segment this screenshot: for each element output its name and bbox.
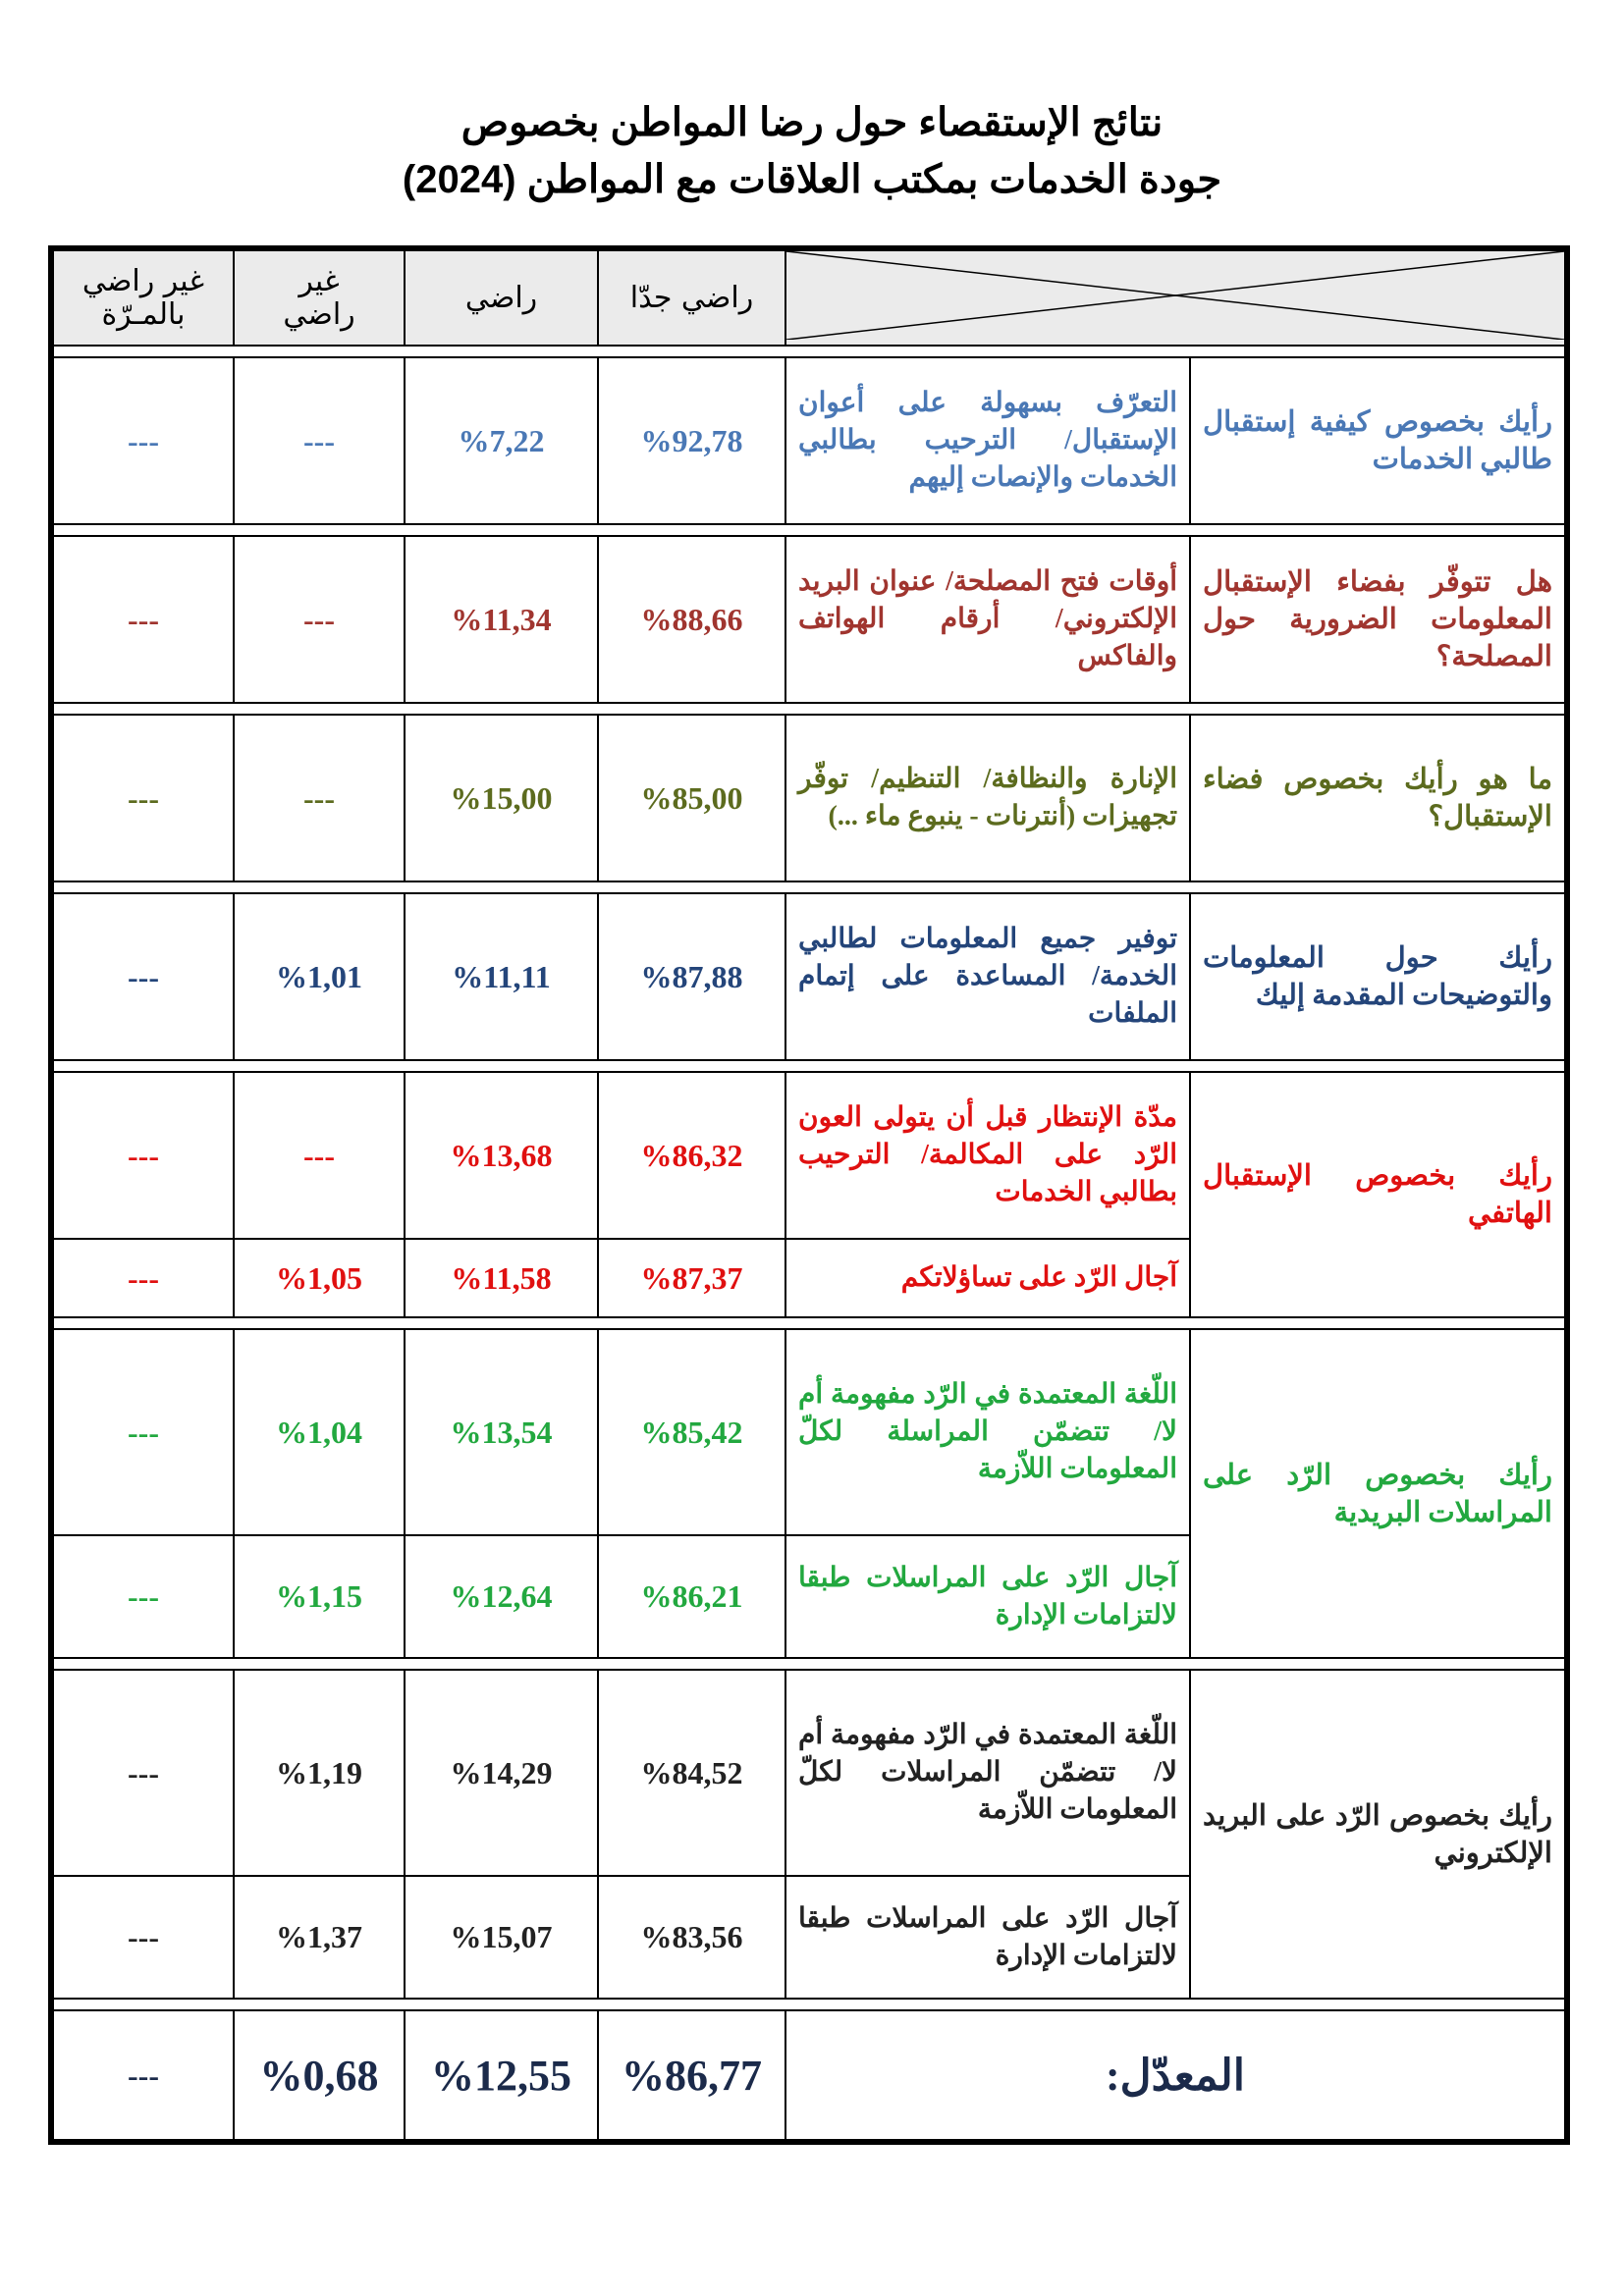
very-satisfied-value: %83,56 xyxy=(597,1875,786,2000)
average-satisfied: %12,55 xyxy=(404,2009,599,2141)
item-cell: توفير جميع المعلومات لطالبي الخدمة/ المس… xyxy=(785,892,1191,1061)
question-cell: رأيك بخصوص الإستقبال الهاتفي xyxy=(1189,1071,1566,1318)
satisfied-value: %14,29 xyxy=(404,1669,599,1877)
not-at-all-value: --- xyxy=(52,1875,235,2000)
not-at-all-value: --- xyxy=(52,356,235,525)
table-row: آجال الرّد على المراسلات طبقا لالتزامات … xyxy=(52,1875,1565,2000)
page-title-line-2: جودة الخدمات بمكتب العلاقات مع المواطن (… xyxy=(402,158,1222,201)
item-cell: الإنارة والنظافة/ التنظيم/ توفّر تجهيزات… xyxy=(785,714,1191,882)
header-very-satisfied: راضي جدّا xyxy=(597,249,786,347)
table-row: هل تتوفّر بفضاء الإستقبال المعلومات الضر… xyxy=(52,535,1566,704)
header-corner-cell xyxy=(785,249,1566,347)
very-satisfied-value: %92,78 xyxy=(597,356,786,525)
not-satisfied-value: --- xyxy=(233,535,406,704)
item-cell: آجال الرّد على المراسلات طبقا لالتزامات … xyxy=(785,1875,1191,2000)
header-not-satisfied-at-all: غير راضي بالمـرّة xyxy=(52,249,235,347)
satisfied-value: %11,11 xyxy=(404,892,599,1061)
not-satisfied-value: %1,01 xyxy=(233,892,406,1061)
question-cell: هل تتوفّر بفضاء الإستقبال المعلومات الضر… xyxy=(1189,535,1566,704)
item-cell: آجال الرّد على تساؤلاتكم xyxy=(785,1238,1191,1318)
table-row: رأيك حول المعلومات والتوضيحات المقدمة إل… xyxy=(52,892,1566,1061)
question-cell: رأيك بخصوص كيفية إستقبال طالبي الخدمات xyxy=(1189,356,1566,525)
item-cell: التعرّف بسهولة على أعوان الإستقبال/ التر… xyxy=(785,356,1191,525)
not-satisfied-value: %1,37 xyxy=(233,1875,406,2000)
very-satisfied-value: %85,00 xyxy=(597,714,786,882)
not-at-all-value: --- xyxy=(52,1328,235,1536)
very-satisfied-value: %88,66 xyxy=(597,535,786,704)
satisfied-value: %15,00 xyxy=(404,714,599,882)
satisfied-value: %15,07 xyxy=(404,1875,599,2000)
header-not-satisfied: غير راضي xyxy=(233,249,406,347)
satisfied-value: %11,58 xyxy=(404,1238,599,1318)
table-row: رأيك بخصوص الإستقبال الهاتفي مدّة الإنتظ… xyxy=(52,1071,1566,1318)
average-row: المعدّل: %86,77 %12,55 %0,68 --- xyxy=(52,2009,1566,2141)
item-cell: اللّغة المعتمدة في الرّد مفهومة أم لا/ ت… xyxy=(785,1328,1191,1536)
not-at-all-value: --- xyxy=(52,1669,235,1877)
satisfied-value: %13,68 xyxy=(404,1071,599,1240)
question-cell: رأيك حول المعلومات والتوضيحات المقدمة إل… xyxy=(1189,892,1566,1061)
not-at-all-value: --- xyxy=(52,892,235,1061)
very-satisfied-value: %86,32 xyxy=(597,1071,786,1240)
very-satisfied-value: %87,37 xyxy=(597,1238,786,1318)
table-row: رأيك بخصوص كيفية إستقبال طالبي الخدمات ا… xyxy=(52,356,1566,525)
not-at-all-value: --- xyxy=(52,714,235,882)
header-satisfied: راضي xyxy=(404,249,599,347)
question-cell: رأيك بخصوص الرّد على البريد الإلكتروني xyxy=(1189,1669,1566,2000)
item-cell: أوقات فتح المصلحة/ عنوان البريد الإلكترو… xyxy=(785,535,1191,704)
page-title-line-1: نتائج الإستقصاء حول رضا المواطن بخصوص xyxy=(460,101,1164,144)
average-label: المعدّل: xyxy=(785,2009,1566,2141)
not-satisfied-value: %1,15 xyxy=(233,1534,406,1659)
not-at-all-value: --- xyxy=(52,1238,235,1318)
survey-results-table: راضي جدّا راضي غير راضي غير راضي بالمـرّة … xyxy=(48,245,1570,2145)
table-row: آجال الرّد على تساؤلاتكم %87,37 %11,58 %… xyxy=(52,1238,1565,1318)
item-cell: آجال الرّد على المراسلات طبقا لالتزامات … xyxy=(785,1534,1191,1659)
satisfied-value: %13,54 xyxy=(404,1328,599,1536)
satisfied-value: %11,34 xyxy=(404,535,599,704)
header-row: راضي جدّا راضي غير راضي غير راضي بالمـرّة xyxy=(52,249,1566,347)
not-satisfied-value: %1,04 xyxy=(233,1328,406,1536)
not-at-all-value: --- xyxy=(52,535,235,704)
question-cell: رأيك بخصوص الرّد على المراسلات البريدية xyxy=(1189,1328,1566,1659)
table-row: رأيك بخصوص الرّد على المراسلات البريدية … xyxy=(52,1328,1566,1659)
very-satisfied-value: %86,21 xyxy=(597,1534,786,1659)
not-satisfied-value: --- xyxy=(233,714,406,882)
average-not-satisfied: %0,68 xyxy=(233,2009,406,2141)
satisfied-value: %12,64 xyxy=(404,1534,599,1659)
question-cell: ما هو رأيك بخصوص فضاء الإستقبال؟ xyxy=(1189,714,1566,882)
table-row: ما هو رأيك بخصوص فضاء الإستقبال؟ الإنارة… xyxy=(52,714,1566,882)
not-satisfied-value: --- xyxy=(233,1071,406,1240)
table-row: رأيك بخصوص الرّد على البريد الإلكتروني ا… xyxy=(52,1669,1566,2000)
table-row: آجال الرّد على المراسلات طبقا لالتزامات … xyxy=(52,1534,1565,1659)
not-at-all-value: --- xyxy=(52,1071,235,1240)
not-satisfied-value: %1,19 xyxy=(233,1669,406,1877)
not-at-all-value: --- xyxy=(52,1534,235,1659)
satisfied-value: %7,22 xyxy=(404,356,599,525)
not-satisfied-value: %1,05 xyxy=(233,1238,406,1318)
average-very-satisfied: %86,77 xyxy=(597,2009,786,2141)
average-not-at-all: --- xyxy=(52,2009,235,2141)
very-satisfied-value: %85,42 xyxy=(597,1328,786,1536)
item-cell: اللّغة المعتمدة في الرّد مفهومة أم لا/ ت… xyxy=(785,1669,1191,1877)
very-satisfied-value: %84,52 xyxy=(597,1669,786,1877)
very-satisfied-value: %87,88 xyxy=(597,892,786,1061)
item-cell: مدّة الإنتظار قبل أن يتولى العون الرّد ع… xyxy=(785,1071,1191,1240)
diagonal-cross-icon xyxy=(785,250,1565,341)
not-satisfied-value: --- xyxy=(233,356,406,525)
